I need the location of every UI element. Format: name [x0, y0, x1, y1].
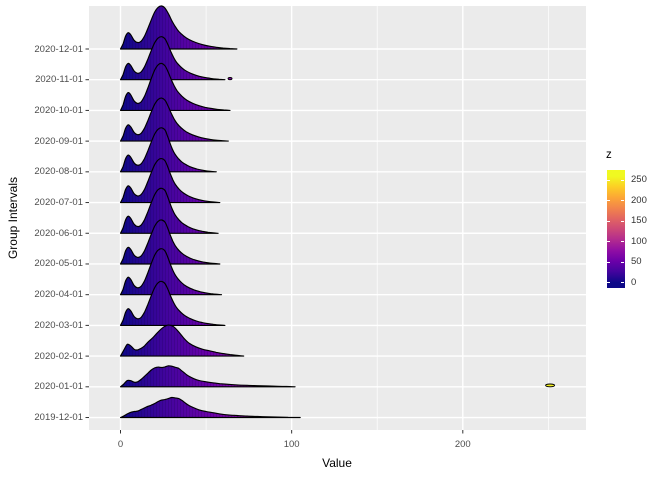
y-tick-label-2020-12-01: 2020-12-01	[34, 43, 83, 55]
x-axis-title: Value	[322, 456, 352, 470]
legend-tick-mark-150	[621, 220, 625, 222]
legend-tick-mark-250	[607, 179, 611, 181]
legend-tick-mark-200	[607, 200, 611, 202]
legend-tick-mark-100	[621, 241, 625, 243]
legend-label-100: 100	[631, 235, 647, 247]
legend-tick-mark-200	[621, 200, 625, 202]
x-tick-label-100: 100	[283, 439, 300, 450]
plot-panel	[89, 6, 586, 430]
x-tick-label-0: 0	[117, 439, 124, 450]
legend-label-200: 200	[631, 194, 647, 206]
legend-tick-mark-0	[607, 282, 611, 284]
legend-tick-mark-150	[607, 220, 611, 222]
y-tick-label-2020-04-01: 2020-04-01	[34, 289, 83, 301]
legend-label-50: 50	[631, 256, 642, 268]
legend-tick-mark-250	[621, 179, 625, 181]
y-tick-label-2020-03-01: 2020-03-01	[34, 319, 83, 331]
y-tick-label-2020-05-01: 2020-05-01	[34, 258, 83, 270]
y-tick-label-2019-12-01: 2019-12-01	[34, 412, 83, 424]
y-tick-label-2020-06-01: 2020-06-01	[34, 227, 83, 239]
legend-tick-mark-0	[621, 282, 625, 284]
legend-label-0: 0	[631, 276, 637, 288]
legend-tick-mark-100	[607, 241, 611, 243]
y-tick-label-2020-07-01: 2020-07-01	[34, 197, 83, 209]
legend-tick-mark-50	[607, 261, 611, 263]
y-tick-label-2020-11-01: 2020-11-01	[35, 74, 83, 86]
legend-label-150: 150	[631, 215, 647, 227]
legend-tick-mark-50	[621, 261, 625, 263]
y-tick-label-2020-09-01: 2020-09-01	[34, 135, 83, 147]
y-tick-label-2020-10-01: 2020-10-01	[34, 104, 83, 116]
x-tick-label-200: 200	[454, 439, 471, 450]
y-tick-label-2020-02-01: 2020-02-01	[34, 350, 83, 362]
legend-colorbar	[607, 170, 625, 288]
y-tick-label-2020-08-01: 2020-08-01	[34, 166, 83, 178]
legend-label-250: 250	[631, 174, 647, 186]
legend-title: z	[606, 149, 612, 161]
y-tick-label-2020-01-01: 2020-01-01	[34, 381, 83, 393]
